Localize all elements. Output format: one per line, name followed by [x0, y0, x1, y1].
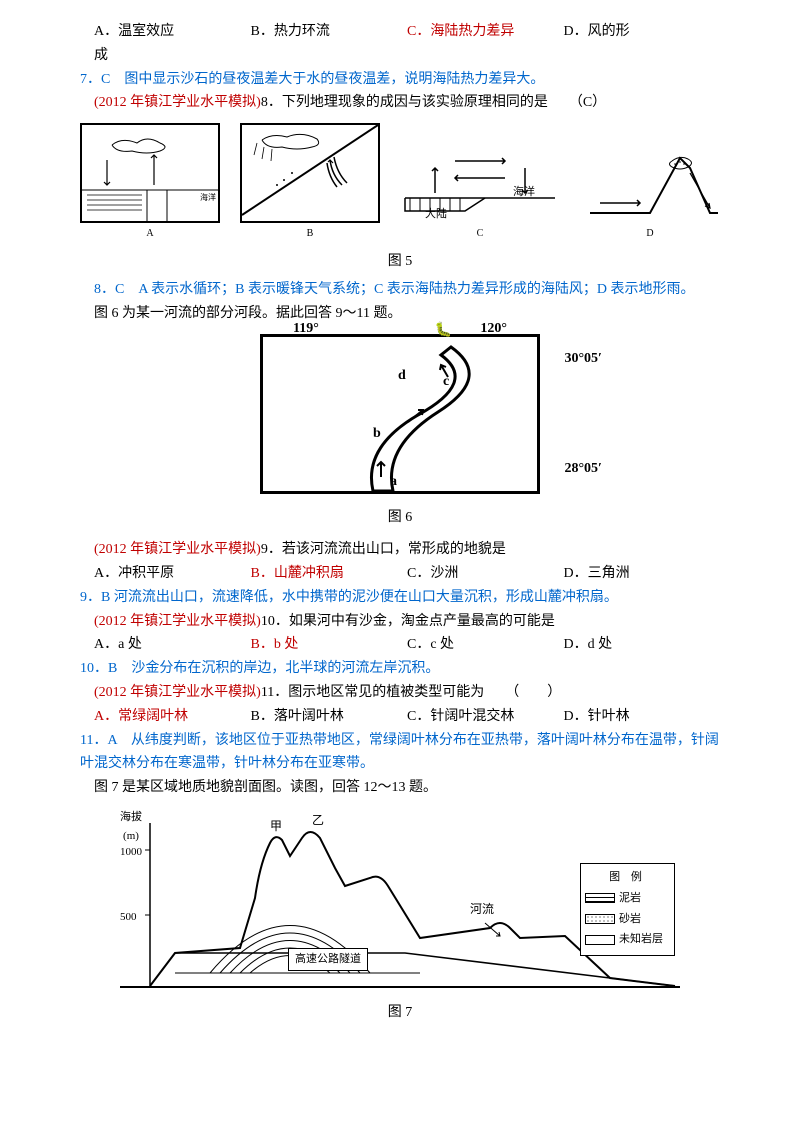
fig6-pt-d: d: [398, 368, 406, 383]
fig7-legend: 图 例 泥岩 砂岩 未知岩层: [580, 863, 675, 956]
fig5-c-land: 大陆: [425, 205, 447, 224]
q9-rest: 9．若该河流流出山口，常形成的地貌是: [261, 542, 506, 557]
fig5-caption: 图 5: [80, 250, 720, 274]
fig5-panel-d: D: [580, 143, 720, 242]
fig5-panel-c: 大陆 海洋 C: [400, 143, 560, 242]
q8-rest: 8．下列地理现象的成因与该实验原理相同的是 （C）: [261, 95, 606, 110]
fig5-label-b: B: [240, 225, 380, 242]
figure-6: 119° 120° 🐛 30°05′ 28°05′ a b c d 图 6: [80, 334, 720, 531]
q9-options: A．冲积平原 B．山麓冲积扇 C．沙洲 D．三角洲: [80, 562, 720, 586]
fig7-caption: 图 7: [80, 1001, 720, 1025]
q10-source: (2012 年镇江学业水平模拟): [94, 614, 261, 629]
fig6-intro: 图 6 为某一河流的部分河段。据此回答 9～11 题。: [80, 302, 720, 326]
svg-text:海洋: 海洋: [200, 192, 216, 202]
fig5-panel-b: B: [240, 123, 380, 242]
q9-source: (2012 年镇江学业水平模拟): [94, 542, 261, 557]
fig6-pt-a: a: [390, 474, 397, 489]
q10-prompt: (2012 年镇江学业水平模拟)10．如果河中有沙金，淘金点产量最高的可能是: [80, 610, 720, 634]
q7-explain: 7．C 图中显示沙石的昼夜温差大于水的昼夜温差，说明海陆热力差异大。: [80, 68, 720, 92]
q11-opt-b: B．落叶阔叶林: [251, 705, 408, 729]
fig7-legend-title: 图 例: [585, 868, 670, 887]
q7-opt-d-cont: 成: [80, 44, 720, 68]
q10-opt-c: C．c 处: [407, 633, 564, 657]
fig5-c-sea: 海洋: [513, 183, 535, 202]
: A．常绿阔叶林: [94, 705, 251, 729]
fig7-peak-jia: 甲: [270, 819, 282, 833]
q9-opt-c: C．沙洲: [407, 562, 564, 586]
q11-opt-d: D．针叶林: [564, 705, 721, 729]
q10-explain: 10．B 沙金分布在沉积的岸边，北半球的河流左岸沉积。: [80, 657, 720, 681]
q10-options: A．a 处 B．b 处 C．c 处 D．d 处: [80, 633, 720, 657]
q10-opt-b: B．b 处: [251, 633, 408, 657]
q9-opt-d: D．三角洲: [564, 562, 721, 586]
q7-opt-a: A．温室效应: [94, 20, 251, 44]
fig6-lat-28: 28°05′: [564, 457, 602, 481]
q9-opt-a: A．冲积平原: [94, 562, 251, 586]
q10-opt-d: D．d 处: [564, 633, 721, 657]
q7-opt-d: D．风的形: [564, 20, 721, 44]
q9-explain: 9．B 河流流出山口，流速降低，水中携带的泥沙便在山口大量沉积，形成山麓冲积扇。: [80, 586, 720, 610]
legend-unknown: 未知岩层: [585, 930, 670, 949]
fig5-label-d: D: [580, 225, 720, 242]
q9-prompt: (2012 年镇江学业水平模拟)9．若该河流流出山口，常形成的地貌是: [80, 538, 720, 562]
q10-opt-a: A．a 处: [94, 633, 251, 657]
q10-rest: 10．如果河中有沙金，淘金点产量最高的可能是: [261, 614, 555, 629]
fig7-intro: 图 7 是某区域地质地貌剖面图。读图，回答 12～13 题。: [80, 776, 720, 800]
q11-source: (2012 年镇江学业水平模拟): [94, 685, 261, 700]
legend-mudstone: 泥岩: [585, 889, 670, 908]
q9-opt-b: B．山麓冲积扇: [251, 562, 408, 586]
fig5-label-c: C: [400, 225, 560, 242]
figure-7: 海拔(m) 1000 500 甲 乙 河流: [80, 808, 720, 1025]
fig7-tunnel: 高速公路隧道: [288, 948, 368, 971]
fig7-river: 河流: [470, 902, 494, 916]
q7-opt-b: B．热力环流: [251, 20, 408, 44]
q11-opt-c: C．针阔叶混交林: [407, 705, 564, 729]
q11-explain: 11．A 从纬度判断，该地区位于亚热带地区，常绿阔叶林分布在亚热带，落叶阔叶林分…: [80, 729, 720, 777]
fig6-caption: 图 6: [80, 506, 720, 530]
q8-prompt: (2012 年镇江学业水平模拟)8．下列地理现象的成因与该实验原理相同的是 （C…: [80, 91, 720, 115]
q11-prompt: (2012 年镇江学业水平模拟)11．图示地区常见的植被类型可能为 （ ）: [80, 681, 720, 705]
q11-options: A．常绿阔叶林 B．落叶阔叶林 C．针阔叶混交林 D．针叶林: [80, 705, 720, 729]
q11-rest: 11．图示地区常见的植被类型可能为 （ ）: [261, 685, 561, 700]
legend-sandstone: 砂岩: [585, 910, 670, 929]
fig6-pt-c: c: [443, 374, 449, 389]
fig5-panel-a: 海洋 A: [80, 123, 220, 242]
fig6-pt-b: b: [373, 426, 381, 441]
q7-options: A．温室效应 B．热力环流 C．海陆热力差异 D．风的形: [80, 20, 720, 44]
q8-source: (2012 年镇江学业水平模拟): [94, 95, 261, 110]
q8-explain: 8．C A 表示水循环；B 表示暖锋天气系统；C 表示海陆热力差异形成的海陆风；…: [80, 278, 720, 302]
figure-5: 海洋 A B: [80, 123, 720, 242]
fig6-lat-30: 30°05′: [564, 347, 602, 371]
q7-opt-c: C．海陆热力差异: [407, 20, 564, 44]
fig5-label-a: A: [80, 225, 220, 242]
fig7-peak-yi: 乙: [312, 813, 324, 827]
